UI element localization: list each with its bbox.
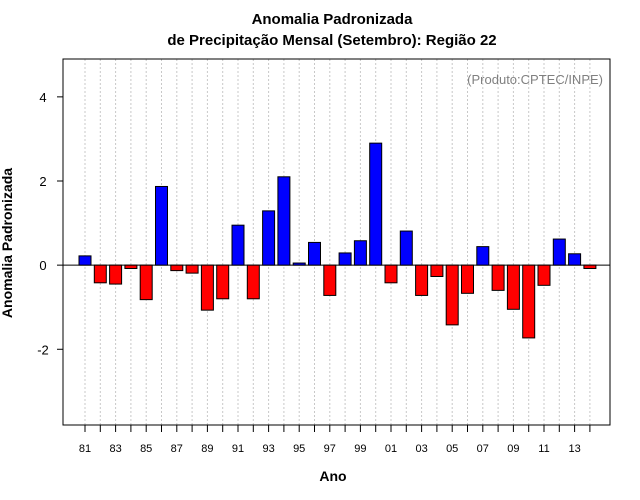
x-tick-label: 95 — [293, 443, 305, 455]
bar-1988 — [185, 264, 199, 274]
bar-2001 — [384, 264, 398, 284]
bar-1999 — [353, 240, 367, 266]
y-tick-label: 2 — [39, 174, 46, 189]
bar-2007 — [476, 246, 490, 266]
x-tick-label: 09 — [507, 443, 519, 455]
bar-1991 — [231, 224, 245, 266]
bar-2003 — [415, 264, 429, 296]
bar-2005 — [445, 264, 459, 326]
bar-1984 — [124, 264, 138, 270]
bar-1989 — [200, 264, 214, 311]
chart-subtitle: de Precipitação Mensal (Setembro): Regiã… — [167, 32, 496, 49]
x-tick-label: 99 — [354, 443, 366, 455]
bar-1990 — [216, 264, 230, 300]
bar-2011 — [537, 264, 551, 286]
x-tick-label: 13 — [568, 443, 580, 455]
x-tick-label: 87 — [171, 443, 183, 455]
y-tick-label: 4 — [39, 90, 46, 105]
bar-1982 — [93, 264, 107, 284]
bar-2002 — [399, 230, 413, 266]
bar-2008 — [491, 264, 505, 291]
gridlines — [84, 59, 591, 425]
bar-1992 — [246, 264, 260, 300]
bar-1997 — [323, 264, 337, 296]
y-tick-label: -2 — [37, 342, 49, 357]
bar-2000 — [369, 142, 383, 266]
x-tick-label: 97 — [324, 443, 336, 455]
bar-2010 — [522, 264, 536, 339]
x-tick-label: 91 — [232, 443, 244, 455]
bar-1981 — [78, 255, 92, 266]
bar-1996 — [308, 241, 321, 266]
bar-2004 — [430, 264, 444, 277]
x-axis: 81 83 85 87 89 91 93 95 97 99 01 03 05 07 09 11 13 — [79, 425, 591, 455]
bar-1998 — [338, 252, 352, 266]
bar-1987 — [170, 264, 184, 272]
bar-2014 — [583, 264, 597, 270]
bar-1993 — [262, 210, 276, 266]
bars — [78, 142, 597, 339]
bar-2012 — [552, 238, 566, 266]
plot-frame — [62, 58, 611, 426]
bar-2013 — [568, 253, 582, 266]
x-tick-label: 01 — [385, 443, 397, 455]
product-note: (Produto:CPTEC/INPE) — [467, 72, 603, 87]
y-axis-title: Anomalia Padronizada — [0, 168, 15, 318]
x-tick-label: 03 — [415, 443, 427, 455]
bar-1983 — [109, 264, 123, 285]
bar-1994 — [277, 176, 291, 266]
x-tick-label: 07 — [477, 443, 489, 455]
x-tick-label: 93 — [262, 443, 274, 455]
bar-1995 — [292, 262, 306, 266]
bar-2009 — [506, 264, 520, 310]
x-tick-label: 85 — [140, 443, 152, 455]
x-tick-label: 05 — [446, 443, 458, 455]
x-axis-title: Ano — [319, 468, 346, 484]
bar-1985 — [139, 264, 153, 301]
y-axis: -2 0 2 4 — [37, 90, 63, 357]
x-tick-label: 89 — [201, 443, 213, 455]
bar-1986 — [155, 185, 168, 266]
x-tick-label: 83 — [109, 443, 121, 455]
chart-title: Anomalia Padronizada — [252, 11, 414, 28]
bar-2006 — [461, 264, 474, 294]
x-tick-label: 81 — [79, 443, 91, 455]
x-tick-label: 11 — [538, 443, 549, 455]
y-tick-label: 0 — [39, 258, 46, 273]
